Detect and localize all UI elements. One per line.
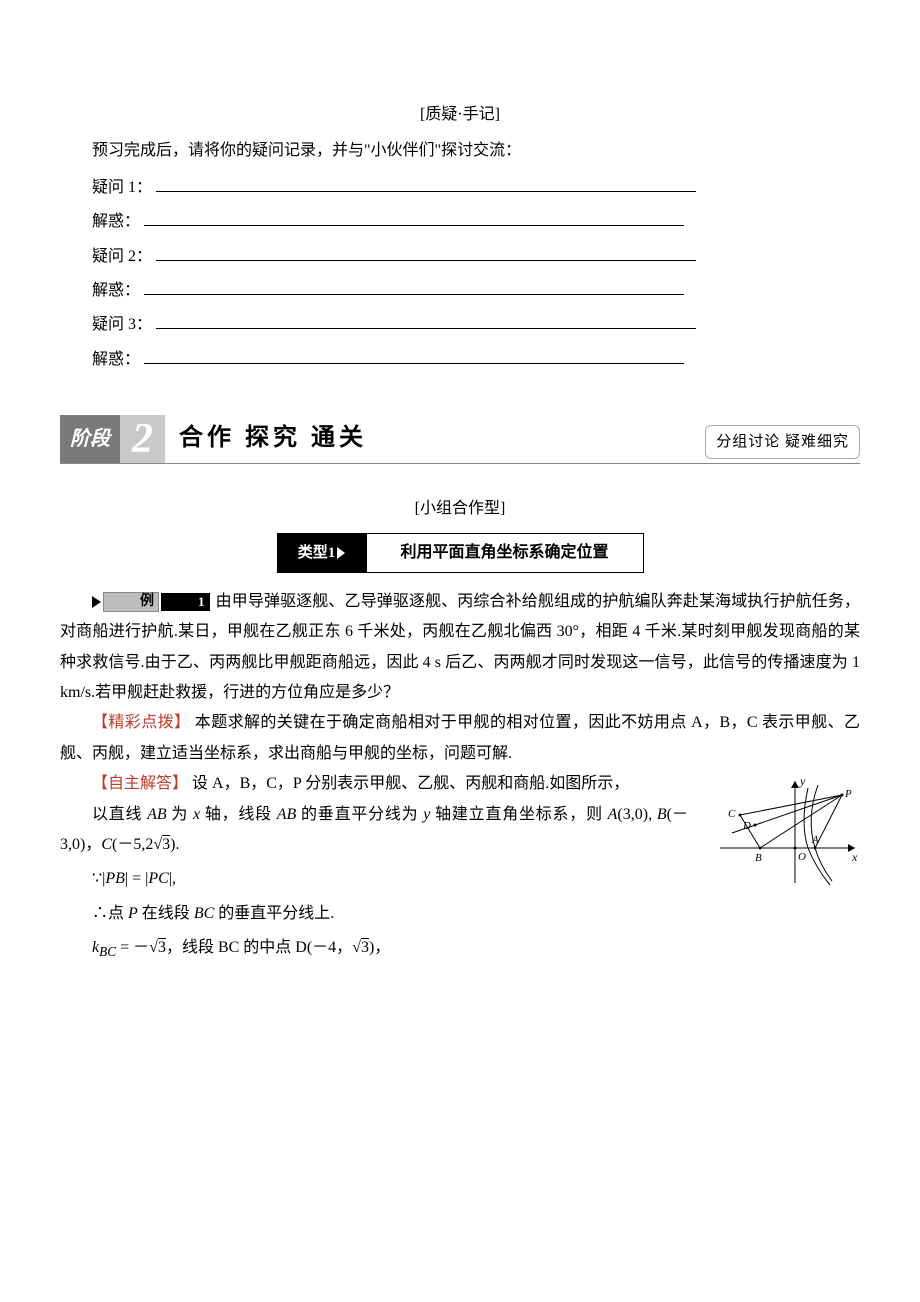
question-blank-1[interactable] [156,175,696,192]
question-label-2: 疑问 2： [92,242,152,272]
hint-block: 【精彩点拨】 本题求解的关键在于确定商船相对于甲舰的相对位置，因此不妨用点 A，… [60,708,860,769]
svg-text:x: x [851,850,858,864]
k-root2: 3 [361,939,369,956]
step-therefore: ∴点 P 在线段 BC 的垂直平分线上. [60,899,860,929]
answer-label-1: 解惑： [92,207,140,237]
qa-row-3: 疑问 3： [92,310,860,340]
type-label: 类型1 [298,539,336,568]
qa-row-1: 疑问 1： [92,173,860,203]
svg-text:y: y [799,774,806,788]
answer-blank-3[interactable] [144,347,684,364]
doubt-notes-intro: 预习完成后，请将你的疑问记录，并与"小伙伴们"探讨交流： [60,136,860,166]
k-bc-line: kBC = －3，线段 BC 的中点 D(－4，3)， [60,933,860,965]
svg-text:P: P [844,788,852,800]
stage-banner: 阶段 2 合作 探究 通关 分组讨论 疑难细究 [60,415,860,464]
stage-right-pill: 分组讨论 疑难细究 [705,425,860,460]
k-tail: ，线段 BC 的中点 D(－4， [166,939,352,956]
k-tail2: )， [369,939,390,956]
qa-answer-2: 解惑： [92,276,860,306]
answer-label-2: 解惑： [92,276,140,306]
example-problem: 例1 由甲导弹驱逐舰、乙导弹驱逐舰、丙综合补给舰组成的护航编队奔赴某海域执行护航… [60,587,860,709]
answer-blank-2[interactable] [144,278,684,295]
answer-blank-1[interactable] [144,209,684,226]
answer-label-3: 解惑： [92,345,140,375]
type-box: 类型1 利用平面直角坐标系确定位置 [270,533,650,573]
coordinate-figure: x y O A B C D P [700,773,860,893]
stage-title: 合作 探究 通关 [165,415,367,463]
page-root: [质疑·手记] 预习完成后，请将你的疑问记录，并与"小伙伴们"探讨交流： 疑问 … [0,0,920,1029]
solution-with-figure: x y O A B C D P [60,769,860,968]
svg-text:O: O [798,851,806,863]
triangle-right-icon [337,547,345,559]
type-label-cell: 类型1 [277,533,366,572]
question-blank-3[interactable] [156,312,696,329]
stage-left-label: 阶段 [60,415,120,463]
stage-number: 2 [120,415,165,463]
qa-answer-3: 解惑： [92,345,860,375]
svg-text:B: B [755,852,762,864]
sqrt-icon-1 [149,939,158,956]
example-badge: 例 [103,592,159,612]
k-sub: BC [99,944,116,959]
example-number: 1 [161,593,210,611]
triangle-marker-icon [92,596,101,608]
hint-label: 【精彩点拨】 [92,714,190,731]
question-label-3: 疑问 3： [92,310,152,340]
doubt-notes-title: [质疑·手记] [60,100,860,130]
answer-label: 【自主解答】 [92,775,188,792]
k-root: 3 [158,939,166,956]
sqrt-icon-2 [352,939,361,956]
k-mid: = － [116,939,149,956]
sub-heading: [小组合作型] [60,494,860,524]
svg-text:C: C [728,808,736,820]
qa-answer-1: 解惑： [92,207,860,237]
qa-row-2: 疑问 2： [92,242,860,272]
question-blank-2[interactable] [156,244,696,261]
type-title: 利用平面直角坐标系确定位置 [366,533,643,572]
question-label-1: 疑问 1： [92,173,152,203]
setup-prefix: 以直线 AB 为 x 轴，线段 AB 的垂直平分线为 y 轴建立直角坐标系，则 … [60,806,688,853]
example-marker: 例1 [92,592,210,612]
answer-lead-text: 设 A，B，C，P 分别表示甲舰、乙舰、丙舰和商船.如图所示， [192,775,629,792]
